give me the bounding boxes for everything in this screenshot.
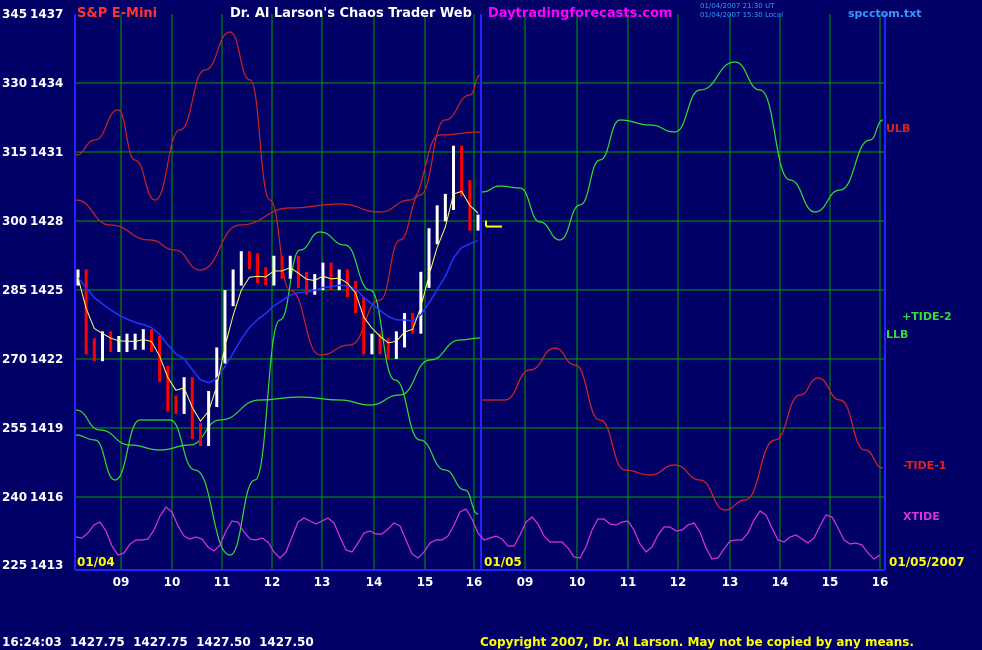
lower-band-line [75,337,481,451]
instrument-label: S&P E-Mini [77,6,157,21]
y-left-tick-label: 225 [2,558,27,572]
x-tick-label: 14 [366,575,383,589]
y-price-tick-label: 1413 [30,558,63,572]
x-tick-label: 09 [517,575,534,589]
timestamp-ut: 01/04/2007 21:30 UT [700,2,775,10]
date-label-left: 01/04 [77,555,115,569]
x-tick-label: 11 [620,575,637,589]
forecast-lines [75,31,884,560]
y-left-tick-label: 345 [2,7,27,21]
y-left-tick-label: 270 [2,352,27,366]
chart-title: Dr. Al Larson's Chaos Trader Web [230,6,472,21]
site-link[interactable]: Daytradingforecasts.com [488,6,672,21]
x-tick-label: 12 [670,575,687,589]
x-tick-label: 09 [113,575,130,589]
y-price-tick-label: 1419 [30,421,63,435]
llb-day1-line [75,231,479,556]
series-label-tide2: +TIDE-2 [902,310,952,323]
y-left-tick-label: 255 [2,421,27,435]
y-price-tick-label: 1416 [30,490,63,504]
xtide-line [75,506,881,560]
x-tick-label: 10 [164,575,181,589]
x-tick-label: 10 [569,575,586,589]
x-tick-label: 12 [264,575,281,589]
y-price-tick-label: 1431 [30,145,63,159]
fast-average-line [77,190,479,423]
y-left-tick-label: 330 [2,76,27,90]
timestamp-local: 01/04/2007 15:30 Local [700,11,783,19]
y-left-tick-label: 300 [2,214,27,228]
series-label-llb: LLB [886,328,908,341]
tide2-line [481,61,884,241]
series-label-ulb: ULB [886,122,910,135]
date-label-right: 01/05/2007 [889,555,965,569]
y-price-tick-label: 1425 [30,283,63,297]
x-tick-label: 14 [772,575,789,589]
copyright-notice: Copyright 2007, Dr. Al Larson. May not b… [480,635,914,649]
x-tick-label: 15 [417,575,434,589]
price-bars [76,145,502,446]
x-tick-label: 13 [722,575,739,589]
series-label-tide1: -TIDE-1 [903,459,946,472]
slow-average-line [77,239,479,384]
last-quote: 16:24:03 1427.75 1427.75 1427.50 1427.50 [2,635,314,649]
tide1-line [482,347,884,511]
x-tick-label: 15 [822,575,839,589]
x-tick-label: 16 [466,575,483,589]
series-label-xtide: XTIDE [903,510,940,523]
upper-mid-band-line [75,131,481,271]
y-left-tick-label: 315 [2,145,27,159]
date-label-mid: 01/05 [484,555,522,569]
y-price-tick-label: 1428 [30,214,63,228]
upper-band-line [75,31,481,356]
y-left-tick-label: 285 [2,283,27,297]
x-tick-label: 16 [872,575,889,589]
data-file-label: spcctom.txt [848,7,922,20]
x-tick-label: 13 [314,575,331,589]
y-price-tick-label: 1437 [30,7,63,21]
y-price-tick-label: 1422 [30,352,63,366]
y-left-tick-label: 240 [2,490,27,504]
y-price-tick-label: 1434 [30,76,63,90]
x-tick-label: 11 [214,575,231,589]
